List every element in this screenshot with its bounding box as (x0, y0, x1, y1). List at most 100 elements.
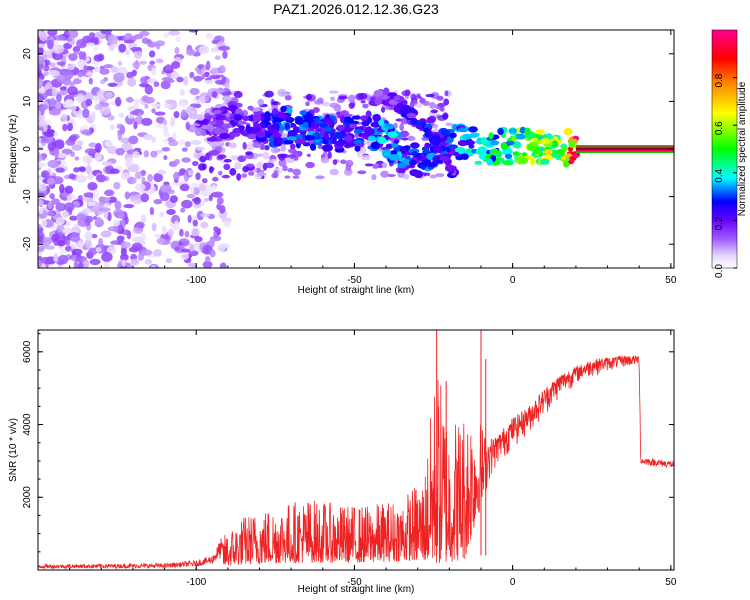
heatmap-noise-cell (196, 120, 207, 125)
heatmap-noise-cell (200, 200, 205, 207)
heatmap-noise-cell (169, 195, 178, 203)
heatmap-ridge-cell (420, 164, 427, 170)
heatmap-noise-cell (188, 243, 194, 252)
heatmap-noise-cell (187, 169, 194, 176)
heatmap-noise-cell (257, 98, 265, 106)
heatmap-noise-cell (65, 99, 74, 108)
heatmap-noise-cell (190, 186, 195, 196)
heatmap-ridge-cell (408, 159, 418, 166)
heatmap-noise-cell (78, 261, 84, 268)
heatmap-noise-cell (126, 176, 137, 185)
heatmap-ridge-cell (424, 142, 431, 149)
heatmap-noise-cell (156, 237, 166, 245)
heatmap-noise-cell (51, 233, 60, 242)
heatmap-noise-cell (194, 129, 203, 137)
heatmap-noise-cell (200, 221, 209, 229)
heatmap-ridge-cell (416, 155, 423, 160)
heatmap-ridge-cell (444, 164, 456, 172)
heatmap-noise-cell (86, 174, 94, 180)
heatmap-noise-cell (224, 83, 230, 89)
heatmap-noise-cell (109, 124, 115, 131)
heatmap-noise-cell (116, 235, 125, 242)
heatmap-noise-cell (242, 142, 247, 150)
heatmap-noise-cell (104, 140, 113, 148)
heatmap-noise-cell (38, 94, 45, 102)
heatmap-ridge-cell (464, 139, 475, 146)
heatmap-ridge-cell (349, 123, 358, 129)
heatmap-noise-cell (273, 170, 279, 178)
heatmap-noise-cell (139, 83, 150, 88)
heatmap-noise-cell (186, 194, 195, 199)
heatmap-noise-cell (433, 126, 439, 133)
heatmap-noise-cell (65, 245, 72, 252)
heatmap-ridge-cell (255, 136, 267, 142)
heatmap-noise-cell (189, 71, 195, 79)
heatmap-noise-cell (134, 98, 139, 108)
heatmap-noise-cell (133, 49, 143, 60)
heatmap-noise-cell (38, 162, 47, 168)
heatmap-noise-cell (103, 64, 114, 69)
heatmap-ridge-cell (381, 149, 393, 157)
heatmap-ridge-cell (551, 140, 559, 148)
heatmap-noise-cell (59, 183, 65, 194)
heatmap-noise-cell (90, 36, 99, 43)
heatmap-ridge-cell (497, 127, 504, 136)
heatmap-noise-cell (163, 103, 172, 109)
heatmap-ridge-cell (373, 89, 383, 97)
heatmap-noise-cell (159, 211, 164, 217)
heatmap-noise-cell (127, 77, 137, 87)
heatmap-noise-cell (361, 155, 371, 161)
heatmap-noise-cell (67, 86, 78, 96)
heatmap-noise-cell (165, 79, 175, 83)
heatmap-noise-cell (77, 59, 86, 68)
heatmap-ridge-cell (319, 123, 328, 128)
heatmap-noise-cell (289, 143, 296, 150)
heatmap-noise-cell (38, 78, 44, 88)
heatmap-ridge-cell (252, 113, 262, 122)
heatmap-noise-cell (141, 117, 153, 126)
heatmap-noise-cell (60, 113, 68, 122)
heatmap-noise-cell (66, 195, 73, 202)
heatmap-noise-cell (47, 201, 53, 210)
heatmap-ridge-cell (492, 148, 499, 154)
heatmap-noise-cell (245, 163, 255, 168)
heatmap-ridge-cell (560, 156, 567, 161)
heatmap-noise-cell (167, 228, 175, 237)
heatmap-noise-cell (51, 87, 58, 97)
heatmap-ridge-cell (353, 140, 363, 145)
heatmap-noise-cell (47, 30, 58, 37)
heatmap-noise-cell (77, 71, 84, 78)
heatmap-noise-cell (216, 203, 221, 210)
heatmap-noise-cell (430, 109, 439, 114)
heatmap-noise-cell (119, 125, 126, 135)
heatmap-noise-cell (202, 261, 213, 268)
heatmap-noise-cell (306, 93, 312, 101)
heatmap-ridge-cell (280, 105, 287, 113)
heatmap-noise-cell (155, 58, 164, 64)
heatmap-ridge-cell (271, 132, 282, 138)
heatmap-ridge-cell (214, 119, 224, 127)
heatmap-noise-cell (172, 132, 177, 140)
heatmap-noise-cell (63, 30, 71, 39)
heatmap-noise-cell (83, 64, 88, 75)
heatmap-noise-cell (333, 104, 342, 112)
snr-xlabel: Height of straight line (km) (298, 584, 415, 595)
heatmap-noise-cell (329, 168, 340, 176)
heatmap-noise-cell (381, 162, 388, 169)
heatmap-ridge-cell (310, 143, 317, 151)
heatmap-noise-cell (208, 166, 214, 174)
heatmap-noise-cell (87, 201, 96, 207)
heatmap-noise-cell (163, 155, 168, 161)
heatmap-noise-cell (429, 174, 437, 179)
heatmap-noise-cell (98, 196, 106, 203)
heatmap-noise-cell (127, 114, 134, 119)
heatmap-noise-cell (128, 135, 139, 145)
heatmap-ridge-cell (500, 142, 508, 150)
heatmap-ridge-cell (393, 95, 401, 101)
heatmap-ridge-cell (339, 115, 346, 124)
heatmap-noise-cell (410, 93, 417, 101)
heatmap-noise-cell (214, 55, 221, 60)
heatmap-ridge-cell (325, 114, 331, 119)
heatmap-noise-cell (62, 227, 74, 234)
heatmap-noise-cell (147, 41, 157, 48)
